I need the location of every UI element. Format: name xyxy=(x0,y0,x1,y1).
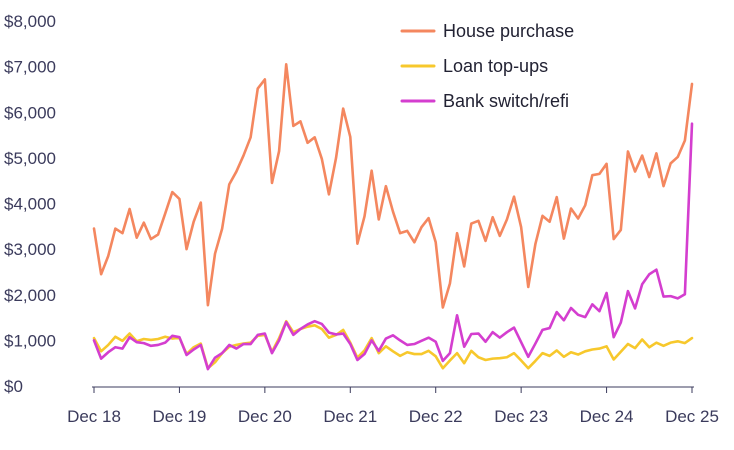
y-axis: $0 $1,000 $2,000 $3,000 $4,000 $5,000 $6,000 $7… xyxy=(4,12,56,396)
x-tick-label: Dec 25 xyxy=(665,407,719,426)
x-tick-label: Dec 18 xyxy=(67,407,121,426)
legend-label: House purchase xyxy=(443,21,574,41)
x-tick-label: Dec 23 xyxy=(494,407,548,426)
y-tick-label: $2,000 xyxy=(4,286,56,305)
series-line-loan-top-ups xyxy=(92,319,694,370)
y-tick-label: $8,000 xyxy=(4,12,56,31)
y-tick-label: $6,000 xyxy=(4,103,56,122)
y-tick-label: $0 xyxy=(4,377,23,396)
x-tick-label: Dec 24 xyxy=(580,407,634,426)
series-line-bank-switch-refi xyxy=(92,122,694,371)
series-layer xyxy=(92,63,694,371)
y-tick-label: $1,000 xyxy=(4,331,56,350)
x-axis: Dec 18 Dec 19 Dec 20 Dec 21 Dec 22 Dec 23 Dec … xyxy=(67,386,719,426)
y-tick-label: $3,000 xyxy=(4,240,56,259)
legend: House purchase Loan top-ups Bank switch/re… xyxy=(400,21,574,111)
legend-label: Bank switch/refi xyxy=(443,91,569,111)
y-tick-label: $5,000 xyxy=(4,149,56,168)
x-tick-label: Dec 19 xyxy=(152,407,206,426)
x-tick-label: Dec 20 xyxy=(238,407,292,426)
x-tick-label: Dec 21 xyxy=(323,407,377,426)
y-tick-label: $7,000 xyxy=(4,58,56,77)
x-tick-label: Dec 22 xyxy=(409,407,463,426)
legend-label: Loan top-ups xyxy=(443,56,548,76)
y-tick-label: $4,000 xyxy=(4,195,56,214)
series-line-house-purchase xyxy=(92,63,694,309)
